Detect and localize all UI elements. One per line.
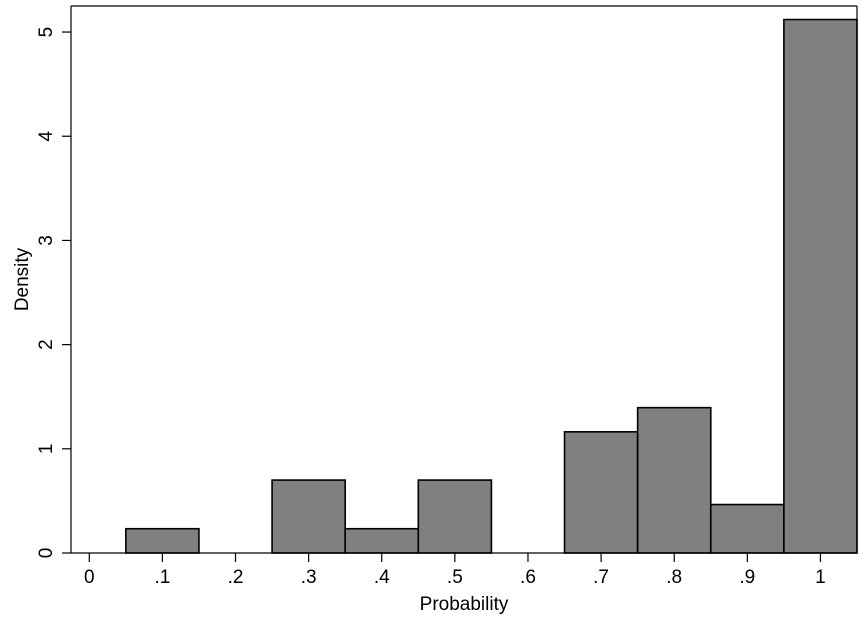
y-axis-title: Density (12, 247, 33, 311)
histogram-bar (417, 479, 493, 554)
x-tick-label: .1 (154, 567, 170, 588)
histogram-bar (563, 431, 639, 554)
x-tick-label: .7 (593, 567, 609, 588)
y-tick-label: 5 (36, 27, 57, 38)
y-tick-label: 0 (36, 548, 57, 559)
x-tick-label: .4 (374, 567, 390, 588)
histogram-bar (344, 527, 420, 554)
y-tick-label: 1 (36, 444, 57, 455)
x-tick-label: .6 (520, 567, 536, 588)
x-tick-label: .3 (301, 567, 317, 588)
x-tick-label: 1 (815, 567, 826, 588)
y-tick-label: 2 (36, 339, 57, 350)
histogram-bar (783, 18, 858, 554)
y-tick-label: 3 (36, 235, 57, 246)
y-ticks-group: 0 1 2 3 4 5 (36, 27, 71, 559)
x-tick-label: .5 (447, 567, 463, 588)
histogram-bar (271, 479, 346, 554)
y-tick-label: 4 (36, 131, 57, 142)
histogram-bar (125, 527, 200, 554)
x-tick-label: .9 (739, 567, 755, 588)
histogram-bar (709, 503, 785, 554)
bars-group (125, 18, 858, 554)
x-tick-label: .2 (228, 567, 244, 588)
x-tick-label: .8 (666, 567, 682, 588)
x-ticks-group: 0 .1 .2 .3 .4 .5 .6 .7 .8 .9 1 (84, 553, 826, 588)
histogram-bar (636, 406, 712, 554)
x-axis-title: Probability (420, 594, 509, 615)
x-tick-label: 0 (84, 567, 95, 588)
axes-group (70, 5, 858, 554)
